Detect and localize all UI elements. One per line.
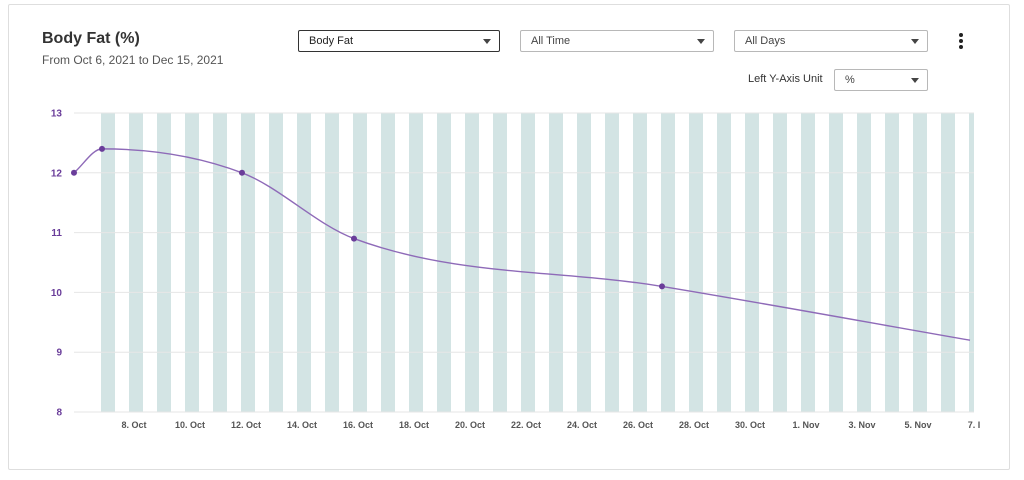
- x-tick-label: 18. Oct: [399, 420, 429, 430]
- series-points: [71, 145, 665, 290]
- day-band: [773, 113, 787, 412]
- x-tick-label: 24. Oct: [567, 420, 597, 430]
- x-tick-label: 5. Nov: [904, 420, 931, 430]
- day-band: [941, 113, 955, 412]
- day-band: [689, 113, 703, 412]
- y-tick-label: 9: [56, 348, 62, 359]
- day-band: [269, 113, 283, 412]
- data-point: [99, 145, 105, 152]
- chevron-down-icon: [483, 39, 491, 44]
- x-tick-label: 26. Oct: [623, 420, 653, 430]
- day-band: [633, 113, 647, 412]
- x-tick-label: 16. Oct: [343, 420, 373, 430]
- day-band: [605, 113, 619, 412]
- day-band: [829, 113, 843, 412]
- day-band: [297, 113, 311, 412]
- data-point: [239, 169, 245, 176]
- day-band: [465, 113, 479, 412]
- x-axis-ticks: 8. Oct 10. Oct 12. Oct 14. Oct 16. Oct 18. Oc…: [121, 420, 980, 430]
- x-tick-label: 20. Oct: [455, 420, 485, 430]
- day-band: [661, 113, 675, 412]
- y-tick-label: 11: [51, 228, 62, 239]
- day-band: [101, 113, 115, 412]
- days-select[interactable]: All Days: [734, 30, 928, 52]
- y-tick-label: 13: [51, 109, 63, 120]
- day-band: [353, 113, 367, 412]
- day-band: [381, 113, 395, 412]
- x-tick-label: 8. Oct: [121, 420, 146, 430]
- day-band: [885, 113, 899, 412]
- x-tick-label: 3. Nov: [848, 420, 875, 430]
- day-band: [549, 113, 563, 412]
- x-tick-label: 14. Oct: [287, 420, 317, 430]
- x-tick-label: 7. I: [968, 420, 981, 430]
- data-point: [659, 283, 665, 290]
- metric-select-value: Body Fat: [309, 35, 354, 47]
- day-band: [577, 113, 591, 412]
- y-axis-unit-value: %: [845, 74, 855, 86]
- metric-select[interactable]: Body Fat: [298, 30, 500, 52]
- time-range-select[interactable]: All Time: [520, 30, 714, 52]
- date-range-subtitle: From Oct 6, 2021 to Dec 15, 2021: [42, 53, 224, 67]
- day-band: [969, 113, 974, 412]
- x-tick-label: 12. Oct: [231, 420, 261, 430]
- time-range-select-value: All Time: [531, 35, 571, 47]
- gridlines: [74, 112, 974, 413]
- day-band: [241, 113, 255, 412]
- day-band: [213, 113, 227, 412]
- x-tick-label: 30. Oct: [735, 420, 765, 430]
- days-select-value: All Days: [745, 35, 786, 47]
- day-band: [857, 113, 871, 412]
- day-band: [157, 113, 171, 412]
- day-band: [521, 113, 535, 412]
- day-band: [185, 113, 199, 412]
- day-band: [493, 113, 507, 412]
- x-tick-label: 10. Oct: [175, 420, 205, 430]
- y-axis-unit-label: Left Y-Axis Unit: [748, 73, 823, 85]
- day-band: [717, 113, 731, 412]
- day-band: [745, 113, 759, 412]
- y-axis-unit-select[interactable]: %: [834, 69, 928, 91]
- day-band: [129, 113, 143, 412]
- data-point: [71, 169, 77, 176]
- day-band: [409, 113, 423, 412]
- weekday-bands: [101, 113, 974, 412]
- data-point: [351, 235, 357, 242]
- chevron-down-icon: [697, 39, 705, 44]
- day-band: [913, 113, 927, 412]
- chevron-down-icon: [911, 39, 919, 44]
- y-tick-label: 10: [51, 288, 63, 299]
- y-axis-ticks: 8 9 10 11 12 13: [51, 109, 63, 419]
- x-tick-label: 22. Oct: [511, 420, 541, 430]
- more-options-icon[interactable]: [956, 33, 966, 51]
- y-tick-label: 12: [51, 168, 63, 179]
- x-tick-label: 28. Oct: [679, 420, 709, 430]
- chart-title: Body Fat (%): [42, 30, 140, 47]
- y-tick-label: 8: [56, 408, 62, 419]
- day-band: [801, 113, 815, 412]
- x-tick-label: 1. Nov: [792, 420, 819, 430]
- day-band: [325, 113, 339, 412]
- chevron-down-icon: [911, 78, 919, 83]
